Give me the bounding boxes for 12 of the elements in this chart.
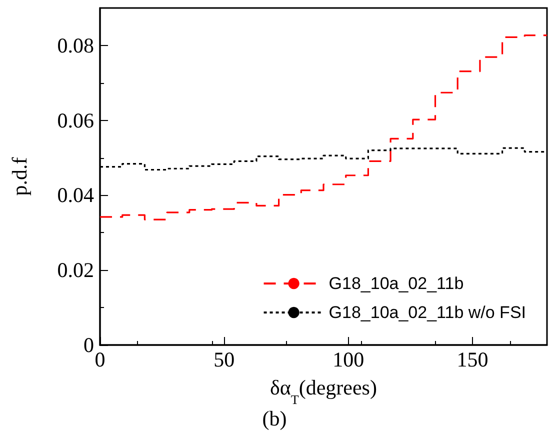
x-tick-label: 50 bbox=[214, 348, 235, 372]
x-tick-label: 100 bbox=[332, 348, 364, 372]
text: (b) bbox=[262, 406, 287, 430]
legend-label: G18_10a_02_11b bbox=[328, 274, 464, 293]
y-tick-label: 0.06 bbox=[57, 108, 94, 132]
y-tick-label: 0.08 bbox=[57, 33, 94, 58]
x-tick-label: 150 bbox=[456, 348, 488, 372]
legend-label: G18_10a_02_11b w/o FSI bbox=[328, 303, 526, 322]
y-tick-label: 0 bbox=[84, 333, 94, 357]
y-axis-title: p.d.f bbox=[8, 157, 32, 196]
y-tick-label: 0.02 bbox=[57, 258, 94, 282]
y-tick-label: 0.04 bbox=[57, 183, 94, 208]
